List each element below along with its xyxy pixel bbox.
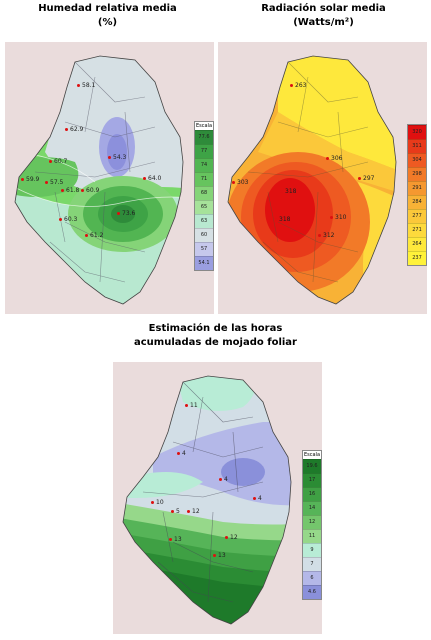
radiation-station: 318 xyxy=(274,216,290,223)
wetness-legend-cells: 19.6 17 16 14 12 11 9 7 6 4.6 xyxy=(303,459,321,599)
humidity-legend-cell: 57 xyxy=(195,242,213,256)
humidity-station: 64.0 xyxy=(143,175,161,182)
humidity-station: 61.2 xyxy=(85,232,103,239)
humidity-legend-cell: 54.1 xyxy=(195,256,213,270)
wetness-title-line2: acumuladas de mojado foliar xyxy=(133,337,297,348)
wetness-title-line1: Estimación de las horas xyxy=(148,323,283,334)
wetness-legend-cell: 16 xyxy=(303,487,321,501)
wetness-legend-cell: 12 xyxy=(303,515,321,529)
wetness-legend-cell: 6 xyxy=(303,571,321,585)
wetness-station: 4 xyxy=(177,450,186,457)
humidity-station: 60.9 xyxy=(81,187,99,194)
radiation-legend-cell: 291 xyxy=(408,181,426,195)
humidity-map xyxy=(14,55,184,305)
radiation-station: 310 xyxy=(330,214,346,221)
humidity-station: 61.8 xyxy=(61,187,79,194)
humidity-legend-cells: 77.6 77 74 71 68 65 63 60 57 54.1 xyxy=(195,130,213,270)
humidity-legend-title: Escala xyxy=(195,123,213,129)
radiation-legend-cell: 304 xyxy=(408,153,426,167)
radiation-legend-cell: 264 xyxy=(408,237,426,251)
wetness-station: 13 xyxy=(213,552,226,559)
wetness-station: 12 xyxy=(187,508,200,515)
wetness-map xyxy=(122,375,292,625)
wetness-station: 4 xyxy=(253,495,262,502)
radiation-legend-cell: 237 xyxy=(408,251,426,265)
humidity-station: 60.7 xyxy=(49,158,67,165)
radiation-legend-cells: 320 311 304 298 291 284 277 271 264 237 xyxy=(408,125,426,265)
humidity-station: 62.9 xyxy=(65,126,83,133)
wetness-legend: Escala 19.6 17 16 14 12 11 9 7 6 4.6 xyxy=(302,450,322,600)
humidity-legend-cell: 68 xyxy=(195,186,213,200)
radiation-legend-cell: 271 xyxy=(408,223,426,237)
humidity-title-line2: (%) xyxy=(97,17,118,28)
radiation-title-line2: (Watts/m²) xyxy=(293,17,354,28)
humidity-legend-cell: 63 xyxy=(195,214,213,228)
wetness-legend-title: Escala xyxy=(303,452,321,458)
radiation-title-line1: Radiación solar media xyxy=(261,3,386,14)
radiation-map xyxy=(227,55,397,305)
humidity-legend-cell: 77 xyxy=(195,144,213,158)
wetness-station: 10 xyxy=(151,499,164,506)
radiation-station: 318 xyxy=(280,188,296,195)
wetness-station: 4 xyxy=(219,476,228,483)
humidity-station: 54.3 xyxy=(108,154,126,161)
wetness-legend-cell: 14 xyxy=(303,501,321,515)
radiation-legend-cell: 320 xyxy=(408,125,426,139)
humidity-station: 58.1 xyxy=(77,82,95,89)
radiation-title: Radiación solar media (Watts/m²) xyxy=(216,2,431,30)
wetness-station: 5 xyxy=(171,508,180,515)
humidity-map-panel: 58.1 62.9 54.3 60.7 59.9 57.5 61.8 60.9 … xyxy=(5,42,214,314)
wetness-legend-cell: 4.6 xyxy=(303,585,321,599)
wetness-legend-cell: 17 xyxy=(303,473,321,487)
radiation-station: 297 xyxy=(358,175,374,182)
wetness-legend-cell: 7 xyxy=(303,557,321,571)
humidity-legend-cell: 71 xyxy=(195,172,213,186)
humidity-legend-cell: 74 xyxy=(195,158,213,172)
humidity-station: 73.6 xyxy=(117,210,135,217)
radiation-legend: 320 311 304 298 291 284 277 271 264 237 xyxy=(407,124,427,266)
humidity-title-line1: Humedad relativa media xyxy=(38,3,177,14)
humidity-legend-cell: 77.6 xyxy=(195,130,213,144)
radiation-station: 263 xyxy=(290,82,306,89)
radiation-map-panel: 263 306 297 303 318 310 312 318 xyxy=(218,42,427,314)
wetness-legend-cell: 9 xyxy=(303,543,321,557)
humidity-title: Humedad relativa media (%) xyxy=(0,2,215,30)
radiation-legend-cell: 311 xyxy=(408,139,426,153)
radiation-station: 306 xyxy=(326,155,342,162)
wetness-station: 12 xyxy=(225,534,238,541)
wetness-station: 11 xyxy=(185,402,198,409)
wetness-legend-cell: 11 xyxy=(303,529,321,543)
humidity-station: 60.3 xyxy=(59,216,77,223)
radiation-station: 312 xyxy=(318,232,334,239)
radiation-station: 303 xyxy=(232,179,248,186)
humidity-station: 59.9 xyxy=(21,176,39,183)
wetness-map-panel: 11 4 4 4 10 5 12 12 13 13 xyxy=(113,362,322,634)
humidity-legend-cell: 65 xyxy=(195,200,213,214)
radiation-legend-cell: 277 xyxy=(408,209,426,223)
wetness-station: 13 xyxy=(169,536,182,543)
wetness-legend-cell: 19.6 xyxy=(303,459,321,473)
humidity-station: 57.5 xyxy=(45,179,63,186)
radiation-legend-cell: 298 xyxy=(408,167,426,181)
wetness-title: Estimación de las horas acumuladas de mo… xyxy=(0,322,431,350)
radiation-legend-cell: 284 xyxy=(408,195,426,209)
humidity-legend-cell: 60 xyxy=(195,228,213,242)
humidity-legend: Escala 77.6 77 74 71 68 65 63 60 57 54.1 xyxy=(194,121,214,271)
